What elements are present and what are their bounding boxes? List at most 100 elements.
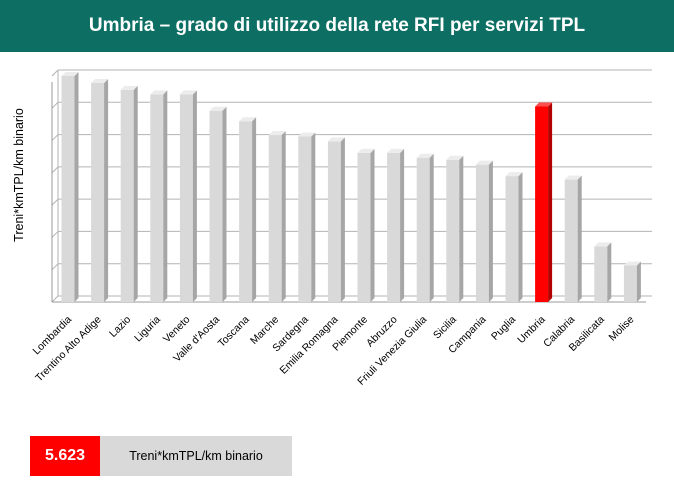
bars [61,72,641,303]
bar-top [564,175,582,180]
bar-side [252,117,257,302]
bar-face [505,176,519,302]
bar-side [281,131,286,302]
bar-side [488,160,493,302]
bar-face [387,152,401,302]
bar [416,153,434,302]
bar [239,117,257,302]
bar-side [429,153,434,302]
bar-top [120,85,138,90]
bar-side [163,90,168,302]
bar [564,175,582,302]
bar-side [577,175,582,302]
bar-side [192,90,197,302]
gridline-depth [51,263,59,271]
title-banner [0,0,674,52]
bar-highlight [535,102,553,302]
bar-top [268,131,286,136]
gridline-depth [51,101,59,109]
bar [327,137,345,302]
bar-face [150,94,164,302]
bar-face [239,121,253,302]
gridline-depth [51,134,59,141]
y-axis-label: Treni*kmTPL/km binario [12,108,26,242]
kpi-value: 5.623 [44,447,86,464]
bar [150,90,168,302]
bar [120,85,138,303]
bar [387,148,405,302]
bar-top [179,90,197,95]
bar-face [594,246,608,302]
bar-side [518,172,523,302]
bar-face [475,164,489,302]
bar [61,72,79,302]
bar-top [387,148,405,153]
x-tick-label: Lazio [107,314,133,340]
bar [357,148,375,302]
bar-side [104,78,109,302]
bar-side [459,155,464,302]
bar [91,78,109,302]
bar-face [209,110,223,302]
bar-face [357,152,371,302]
bar-side [607,242,612,302]
bar-face [535,106,549,302]
bar [594,242,612,302]
bar-side [311,132,316,302]
x-tick-label: Molise [607,314,637,344]
bar-face [446,159,460,302]
bar-face [179,94,193,302]
bar-top [91,78,109,83]
bar-face [120,89,134,303]
bar [209,106,227,302]
bar-side [340,137,345,302]
kpi-value-badge [30,436,100,476]
bar-side [133,85,138,303]
bar-side [636,261,641,302]
bar-side [74,72,79,302]
bar-top [298,132,316,137]
bar-top [150,90,168,95]
bar-face [298,136,312,302]
bar-face [61,76,75,302]
bar-face [416,157,430,302]
gridline-depth [51,69,59,77]
bar [268,131,286,302]
gridlines [51,69,652,303]
bar [179,90,197,302]
kpi-label: Treni*kmTPL/km binario [129,449,263,463]
x-tick-label: Toscana [216,314,252,350]
bar-top [475,160,493,165]
bar-top [61,72,79,76]
kpi-label-badge [100,436,292,476]
x-tick-label: Puglia [489,314,518,343]
bar-top [239,117,257,122]
bar-face [564,179,578,302]
bar-top [623,261,641,266]
page-title: Umbria – grado di utilizzo della rete RF… [88,15,586,36]
bar [298,132,316,302]
bar-top [505,172,523,177]
bar-top [357,148,375,153]
gridline-depth [51,231,59,238]
x-tick-label: Liguria [132,314,163,345]
bar-face [623,265,637,302]
bar-face [327,141,341,302]
bar-top [446,155,464,160]
bar-top [594,242,612,247]
gridline-depth [51,295,59,303]
bar-top [416,153,434,158]
bar-face [268,135,282,302]
bar [623,261,641,302]
bar-top [327,137,345,142]
bar-top [535,102,553,107]
gridline-depth [51,166,59,174]
gridline-depth [51,198,59,206]
bar [505,172,523,302]
bar [475,160,493,302]
bar-side [370,148,375,302]
bar [446,155,464,302]
bar-side [548,102,553,302]
